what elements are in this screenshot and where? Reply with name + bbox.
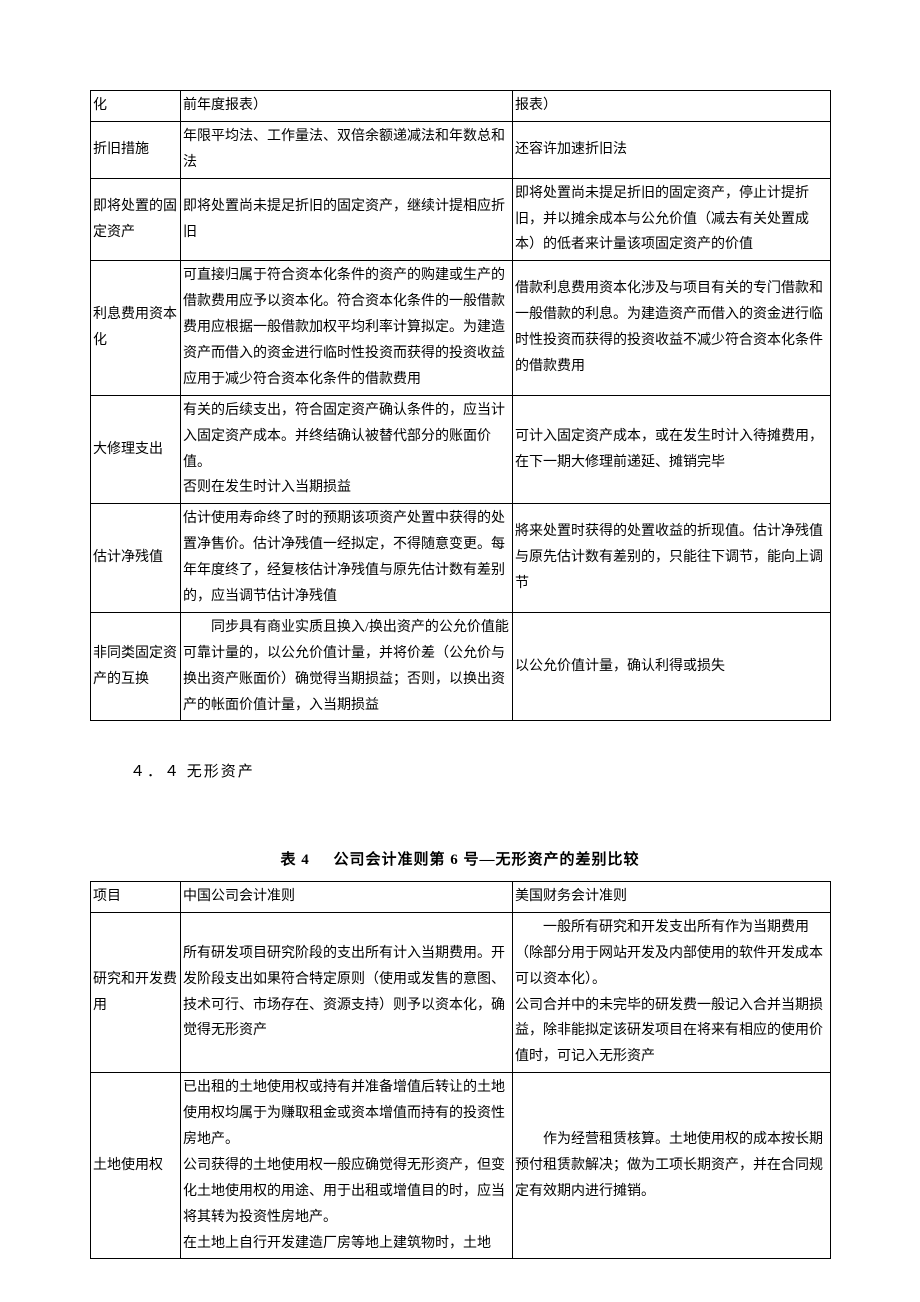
cell-us: 报表） <box>513 91 831 122</box>
table-row: 大修理支出 有关的后续支出，符合固定资产确认条件的，应当计入固定资产成本。并终结… <box>91 395 831 504</box>
cell-us: 还容许加速折旧法 <box>513 121 831 178</box>
table-row: 非同类固定资产的互换 同步具有商业实质且换入/换出资产的公允价值能可靠计量的，以… <box>91 612 831 721</box>
cell-us: 借款利息费用资本化涉及与项目有关的专门借款和一般借款的利息。为建造资产而借入的资… <box>513 261 831 395</box>
cell-china: 前年度报表） <box>181 91 513 122</box>
section-number: ４．４ <box>130 764 181 780</box>
cell-item: 折旧措施 <box>91 121 181 178</box>
cell-china: 即将处置尚未提足折旧的固定资产，继续计提相应折旧 <box>181 178 513 261</box>
comparison-table-2: 项目 中国公司会计准则 美国财务会计准则 研究和开发费用 所有研发项目研究阶段的… <box>90 881 831 1259</box>
cell-item: 研究和开发费用 <box>91 912 181 1072</box>
cell-china: 有关的后续支出，符合固定资产确认条件的，应当计入固定资产成本。并终结确认被替代部… <box>181 395 513 504</box>
cell-china: 年限平均法、工作量法、双倍余额递减法和年数总和法 <box>181 121 513 178</box>
cell-china: 已出租的土地使用权或持有并准备增值后转让的土地使用权均属于为赚取租金或资本增值而… <box>181 1073 513 1259</box>
cell-us: 一般所有研究和开发支出所有作为当期费用（除部分用于网站开发及内部使用的软件开发成… <box>513 912 831 1072</box>
header-china: 中国公司会计准则 <box>181 881 513 912</box>
table-row: 利息费用资本化 可直接归属于符合资本化条件的资产的购建或生产的借款费用应予以资本… <box>91 261 831 395</box>
section-heading: ４．４ 无形资产 <box>130 759 830 787</box>
cell-us: 以公允价值计量，确认利得或损失 <box>513 612 831 721</box>
comparison-table-1: 化 前年度报表） 报表） 折旧措施 年限平均法、工作量法、双倍余额递减法和年数总… <box>90 90 831 721</box>
header-item: 项目 <box>91 881 181 912</box>
cell-us: 將来处置时获得的处置收益的折现值。估计净残值与原先估计数有差别的，只能往下调节，… <box>513 504 831 613</box>
cell-china: 估计使用寿命终了时的预期该项资产处置中获得的处置净售价。估计净残值一经拟定，不得… <box>181 504 513 613</box>
table-row: 化 前年度报表） 报表） <box>91 91 831 122</box>
table-row: 估计净残值 估计使用寿命终了时的预期该项资产处置中获得的处置净售价。估计净残值一… <box>91 504 831 613</box>
cell-item: 大修理支出 <box>91 395 181 504</box>
cell-item: 估计净残值 <box>91 504 181 613</box>
table-row: 土地使用权 已出租的土地使用权或持有并准备增值后转让的土地使用权均属于为赚取租金… <box>91 1073 831 1259</box>
table-row: 折旧措施 年限平均法、工作量法、双倍余额递减法和年数总和法 还容许加速折旧法 <box>91 121 831 178</box>
table-row: 研究和开发费用 所有研发项目研究阶段的支出所有计入当期费用。开发阶段支出如果符合… <box>91 912 831 1072</box>
caption-text: 公司会计准则第 6 号—无形资产的差别比较 <box>334 852 640 868</box>
caption-prefix: 表 4 <box>280 852 309 868</box>
table-caption: 表 4 公司会计准则第 6 号—无形资产的差别比较 <box>90 847 830 875</box>
cell-china: 同步具有商业实质且换入/换出资产的公允价值能可靠计量的，以公允价值计量，并将价差… <box>181 612 513 721</box>
cell-item: 即将处置的固定资产 <box>91 178 181 261</box>
cell-china: 可直接归属于符合资本化条件的资产的购建或生产的借款费用应予以资本化。符合资本化条… <box>181 261 513 395</box>
cell-china: 所有研发项目研究阶段的支出所有计入当期费用。开发阶段支出如果符合特定原则（使用或… <box>181 912 513 1072</box>
section-title: 无形资产 <box>187 764 255 780</box>
table-row: 即将处置的固定资产 即将处置尚未提足折旧的固定资产，继续计提相应折旧 即将处置尚… <box>91 178 831 261</box>
cell-item: 土地使用权 <box>91 1073 181 1259</box>
cell-item: 利息费用资本化 <box>91 261 181 395</box>
cell-us: 即将处置尚未提足折旧的固定资产，停止计提折旧，并以摊余成本与公允价值（减去有关处… <box>513 178 831 261</box>
header-us: 美国财务会计准则 <box>513 881 831 912</box>
table-header-row: 项目 中国公司会计准则 美国财务会计准则 <box>91 881 831 912</box>
cell-item: 非同类固定资产的互换 <box>91 612 181 721</box>
cell-us: 作为经营租赁核算。土地使用权的成本按长期预付租赁款解决；做为工项长期资产，并在合… <box>513 1073 831 1259</box>
cell-item: 化 <box>91 91 181 122</box>
cell-us: 可计入固定资产成本，或在发生时计入待摊费用，在下一期大修理前递延、摊销完毕 <box>513 395 831 504</box>
